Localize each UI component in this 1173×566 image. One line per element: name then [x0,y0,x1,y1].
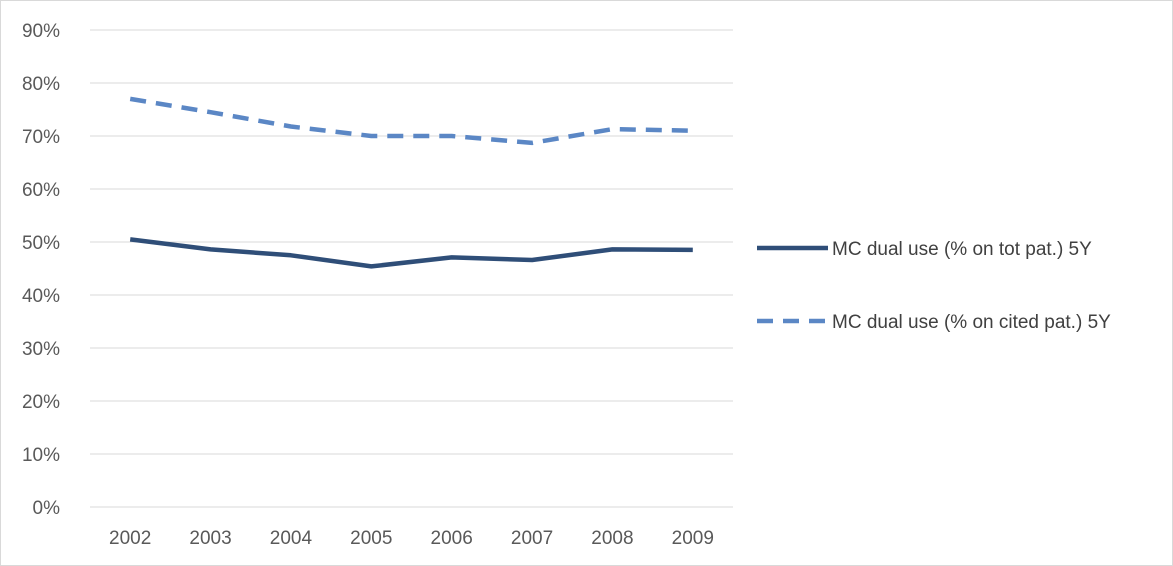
x-tick-label: 2009 [672,528,714,549]
y-tick-label: 30% [22,339,60,360]
x-tick-label: 2005 [350,528,392,549]
x-tick-label: 2003 [189,528,231,549]
y-tick-label: 70% [22,127,60,148]
x-tick-label: 2008 [591,528,633,549]
y-tick-label: 60% [22,180,60,201]
y-tick-label: 0% [33,498,61,519]
x-tick-label: 2004 [270,528,313,549]
y-tick-label: 20% [22,392,60,413]
y-tick-label: 10% [22,445,60,466]
series-lines [129,96,693,269]
series-2 [129,96,693,146]
legend-item-1: MC dual use (% on tot pat.) 5Y [757,239,1092,260]
y-tick-label: 80% [22,74,60,95]
series-line [129,96,693,146]
y-tick-label: 40% [22,286,60,307]
legend-label: MC dual use (% on cited pat.) 5Y [832,312,1111,333]
series-line [129,237,693,269]
x-tick-label: 2002 [109,528,151,549]
y-axis-ticks: 0% 10% 20% 30% 40% 50% 60% 70% 80% 90% [22,21,60,519]
x-tick-label: 2006 [431,528,473,549]
x-axis-ticks: 2002 2003 2004 2005 2006 2007 2008 2009 [109,528,714,549]
gridlines [90,29,733,508]
x-tick-label: 2007 [511,528,553,549]
legend-item-2: MC dual use (% on cited pat.) 5Y [757,312,1111,333]
y-tick-label: 50% [22,233,60,254]
series-1 [129,237,693,269]
legend-label: MC dual use (% on tot pat.) 5Y [832,239,1092,260]
y-tick-label: 90% [22,21,60,42]
legend: MC dual use (% on tot pat.) 5Y MC dual us… [757,239,1111,333]
